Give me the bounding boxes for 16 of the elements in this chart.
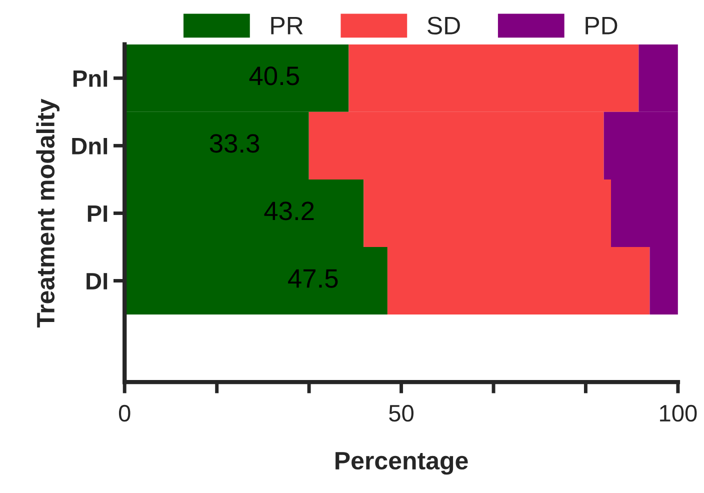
x-tick-label: 100 — [660, 404, 697, 422]
x-axis-title: Percentage — [336, 452, 468, 475]
legend-label: PR — [271, 17, 303, 34]
x-tick-label: 0 — [118, 404, 130, 422]
y-axis-title: Treatment modality — [36, 98, 60, 328]
y-tick-label: PnI — [73, 70, 108, 87]
data-label: 43.2 — [264, 202, 314, 220]
x-tick-label: 50 — [389, 404, 414, 422]
data-label: 47.5 — [288, 269, 338, 288]
y-tick-label: PI — [88, 206, 108, 222]
legend-label: PD — [586, 17, 618, 34]
y-tick-label: DI — [86, 273, 108, 290]
legend-label: SD — [428, 16, 460, 34]
y-tick-label: DnI — [72, 138, 108, 154]
data-label: 33.3 — [210, 134, 260, 153]
data-label: 40.5 — [249, 66, 299, 86]
